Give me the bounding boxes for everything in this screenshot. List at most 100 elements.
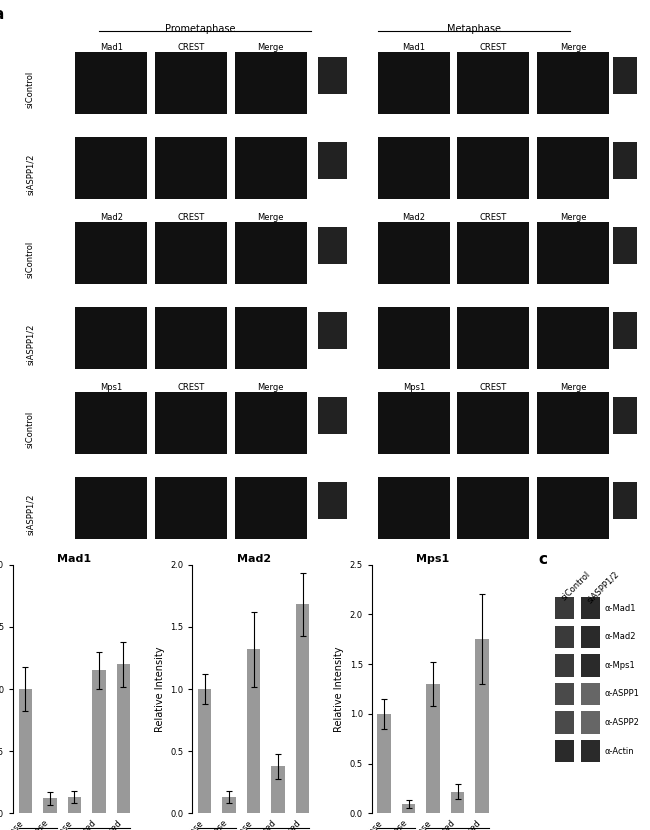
FancyBboxPatch shape: [537, 222, 609, 284]
FancyBboxPatch shape: [318, 482, 347, 519]
FancyBboxPatch shape: [75, 222, 148, 284]
FancyBboxPatch shape: [235, 52, 307, 114]
FancyBboxPatch shape: [155, 52, 227, 114]
Title: Mps1: Mps1: [417, 554, 450, 564]
Text: CREST: CREST: [480, 383, 507, 392]
Text: Mps1: Mps1: [100, 383, 122, 392]
Bar: [296, 604, 309, 813]
Text: Prometaphase: Prometaphase: [165, 24, 235, 34]
Text: CREST: CREST: [177, 213, 205, 222]
Text: α-ASPP1: α-ASPP1: [604, 690, 639, 699]
FancyBboxPatch shape: [581, 740, 600, 763]
FancyBboxPatch shape: [155, 222, 227, 284]
Text: α-Mad1: α-Mad1: [604, 603, 636, 613]
Bar: [402, 804, 415, 813]
FancyBboxPatch shape: [581, 654, 600, 676]
Text: CREST: CREST: [480, 43, 507, 52]
FancyBboxPatch shape: [537, 393, 609, 454]
Text: α-ASPP2: α-ASPP2: [604, 718, 639, 727]
Text: CREST: CREST: [177, 43, 205, 52]
Text: Metaphase: Metaphase: [447, 24, 500, 34]
Title: Mad2: Mad2: [237, 554, 271, 564]
FancyBboxPatch shape: [458, 222, 530, 284]
FancyBboxPatch shape: [155, 393, 227, 454]
Text: Merge: Merge: [257, 383, 284, 392]
FancyBboxPatch shape: [235, 477, 307, 539]
Text: siASPP1/2: siASPP1/2: [26, 494, 35, 535]
FancyBboxPatch shape: [458, 307, 530, 369]
FancyBboxPatch shape: [537, 477, 609, 539]
FancyBboxPatch shape: [581, 626, 600, 648]
FancyBboxPatch shape: [556, 597, 575, 619]
Text: Mps1: Mps1: [403, 383, 425, 392]
FancyBboxPatch shape: [613, 142, 642, 179]
Bar: [222, 798, 236, 813]
FancyBboxPatch shape: [155, 307, 227, 369]
FancyBboxPatch shape: [581, 683, 600, 705]
FancyBboxPatch shape: [613, 397, 642, 434]
FancyBboxPatch shape: [235, 222, 307, 284]
Bar: [247, 649, 261, 813]
FancyBboxPatch shape: [75, 138, 148, 198]
FancyBboxPatch shape: [378, 477, 450, 539]
Text: Merge: Merge: [560, 213, 586, 222]
Bar: [198, 689, 211, 813]
FancyBboxPatch shape: [581, 597, 600, 619]
FancyBboxPatch shape: [75, 393, 148, 454]
Text: Merge: Merge: [560, 43, 586, 52]
Text: Mad1: Mad1: [402, 43, 425, 52]
Bar: [475, 639, 489, 813]
Bar: [378, 714, 391, 813]
FancyBboxPatch shape: [613, 57, 642, 94]
Bar: [116, 664, 130, 813]
FancyBboxPatch shape: [318, 397, 347, 434]
FancyBboxPatch shape: [458, 393, 530, 454]
FancyBboxPatch shape: [75, 52, 148, 114]
Bar: [92, 671, 105, 813]
Bar: [426, 684, 440, 813]
FancyBboxPatch shape: [235, 307, 307, 369]
Text: siASPP1/2: siASPP1/2: [26, 324, 35, 365]
Text: siControl: siControl: [560, 569, 592, 603]
FancyBboxPatch shape: [556, 626, 575, 648]
FancyBboxPatch shape: [75, 477, 148, 539]
FancyBboxPatch shape: [378, 222, 450, 284]
Y-axis label: Relative Intensity: Relative Intensity: [155, 647, 164, 732]
Text: a: a: [0, 7, 4, 22]
FancyBboxPatch shape: [378, 393, 450, 454]
Y-axis label: Relative Intensity: Relative Intensity: [334, 647, 344, 732]
Text: Merge: Merge: [257, 43, 284, 52]
Text: siASPP1/2: siASPP1/2: [586, 569, 621, 605]
FancyBboxPatch shape: [458, 138, 530, 198]
Text: siControl: siControl: [26, 241, 35, 278]
FancyBboxPatch shape: [458, 52, 530, 114]
FancyBboxPatch shape: [318, 57, 347, 94]
Text: c: c: [538, 552, 547, 567]
Text: CREST: CREST: [177, 383, 205, 392]
FancyBboxPatch shape: [556, 740, 575, 763]
Text: Mad2: Mad2: [402, 213, 425, 222]
FancyBboxPatch shape: [235, 393, 307, 454]
FancyBboxPatch shape: [75, 307, 148, 369]
FancyBboxPatch shape: [318, 142, 347, 179]
FancyBboxPatch shape: [537, 138, 609, 198]
FancyBboxPatch shape: [155, 138, 227, 198]
FancyBboxPatch shape: [378, 138, 450, 198]
FancyBboxPatch shape: [581, 711, 600, 734]
FancyBboxPatch shape: [537, 52, 609, 114]
FancyBboxPatch shape: [155, 477, 227, 539]
FancyBboxPatch shape: [378, 307, 450, 369]
Bar: [451, 792, 464, 813]
Bar: [272, 766, 285, 813]
Text: Merge: Merge: [560, 383, 586, 392]
FancyBboxPatch shape: [613, 312, 642, 349]
Text: Mad2: Mad2: [100, 213, 123, 222]
FancyBboxPatch shape: [458, 477, 530, 539]
Text: Mad1: Mad1: [100, 43, 123, 52]
Text: CREST: CREST: [480, 213, 507, 222]
Text: Merge: Merge: [257, 213, 284, 222]
FancyBboxPatch shape: [556, 683, 575, 705]
Bar: [19, 689, 32, 813]
Text: α-Mad2: α-Mad2: [604, 632, 636, 642]
FancyBboxPatch shape: [613, 482, 642, 519]
